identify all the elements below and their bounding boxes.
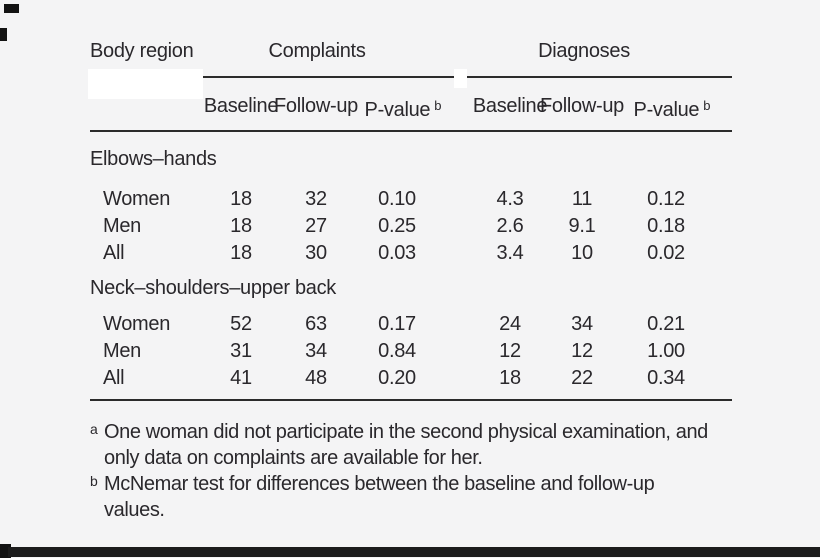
cell-diagnoses-followup: 12 xyxy=(571,340,593,362)
subheader-diagnoses-pvalue: P-value b xyxy=(634,94,711,122)
cell-diagnoses-baseline: 12 xyxy=(499,340,521,362)
scan-artifact-top-left xyxy=(4,4,19,13)
white-patch-rule-gap xyxy=(454,69,467,88)
cell-complaints-followup: 27 xyxy=(305,215,327,237)
cell-complaints-followup: 34 xyxy=(305,340,327,362)
cell-complaints-baseline: 18 xyxy=(230,242,252,264)
subheader-complaints-baseline: Baseline xyxy=(203,95,279,117)
cell-complaints-baseline: 31 xyxy=(230,340,252,362)
table-bottom-rule xyxy=(90,399,732,401)
cell-diagnoses-baseline: 24 xyxy=(499,313,521,335)
subheader-diagnoses-baseline: Baseline xyxy=(472,95,548,117)
row-label: Men xyxy=(103,215,142,237)
table-row: Men 31 34 0.84 12 12 1.00 xyxy=(0,339,820,365)
cell-complaints-baseline: 52 xyxy=(230,313,252,335)
scan-artifact-left-edge xyxy=(0,28,7,41)
footnote-b-line2: values. xyxy=(104,499,165,521)
section-label-elbows-hands: Elbows–hands xyxy=(90,148,217,170)
cell-diagnoses-pvalue: 0.21 xyxy=(647,313,685,335)
footnote-marker-a: a xyxy=(90,421,98,437)
cell-diagnoses-followup: 10 xyxy=(571,242,593,264)
cell-complaints-followup: 48 xyxy=(305,367,327,389)
subheader-pvalue-label: P-value xyxy=(364,99,431,121)
group-header-diagnoses: Diagnoses xyxy=(538,40,630,62)
row-label: Men xyxy=(103,340,142,362)
table-row: Women 18 32 0.10 4.3 11 0.12 xyxy=(0,187,820,213)
cell-diagnoses-pvalue: 0.34 xyxy=(647,367,685,389)
cell-diagnoses-baseline: 18 xyxy=(499,367,521,389)
scan-artifact-bottom-bar xyxy=(8,547,820,557)
subheader-diagnoses-followup: Follow-up xyxy=(540,95,624,117)
column-header-body-region: Body region xyxy=(90,40,194,62)
cell-diagnoses-pvalue: 0.02 xyxy=(647,242,685,264)
cell-complaints-pvalue: 0.84 xyxy=(378,340,416,362)
cell-diagnoses-followup: 9.1 xyxy=(568,215,596,237)
cell-diagnoses-baseline: 3.4 xyxy=(496,242,524,264)
row-label: All xyxy=(103,367,125,389)
row-label: Women xyxy=(103,188,171,210)
cell-complaints-pvalue: 0.10 xyxy=(378,188,416,210)
scan-artifact-bottom-left xyxy=(0,544,11,558)
cell-diagnoses-pvalue: 1.00 xyxy=(647,340,685,362)
cell-diagnoses-followup: 34 xyxy=(571,313,593,335)
subheader-complaints-pvalue: P-value b xyxy=(365,94,442,122)
cell-complaints-pvalue: 0.17 xyxy=(378,313,416,335)
subheader-complaints-followup: Follow-up xyxy=(274,95,358,117)
cell-diagnoses-followup: 11 xyxy=(571,188,593,210)
cell-complaints-baseline: 18 xyxy=(230,188,252,210)
row-label: Women xyxy=(103,313,171,335)
table-row: Women 52 63 0.17 24 34 0.21 xyxy=(0,312,820,338)
cell-complaints-pvalue: 0.20 xyxy=(378,367,416,389)
footnote-b-line1: McNemar test for differences between the… xyxy=(104,473,655,495)
group-header-rule xyxy=(203,76,732,78)
cell-diagnoses-followup: 22 xyxy=(571,367,593,389)
footnote-a-line2: only data on complaints are available fo… xyxy=(104,447,483,469)
footnote-marker-b-ref: b xyxy=(703,98,711,113)
table-row: All 18 30 0.03 3.4 10 0.02 xyxy=(0,241,820,267)
row-label: All xyxy=(103,242,125,264)
cell-diagnoses-baseline: 4.3 xyxy=(496,188,524,210)
table-row: Men 18 27 0.25 2.6 9.1 0.18 xyxy=(0,214,820,240)
cell-complaints-baseline: 41 xyxy=(230,367,252,389)
subheader-rule xyxy=(90,130,732,132)
footnote-a-line1: One woman did not participate in the sec… xyxy=(104,421,708,443)
cell-complaints-followup: 63 xyxy=(305,313,327,335)
cell-diagnoses-baseline: 2.6 xyxy=(496,215,524,237)
group-header-complaints: Complaints xyxy=(268,40,366,62)
footnote-marker-b-ref: b xyxy=(434,98,442,113)
cell-complaints-baseline: 18 xyxy=(230,215,252,237)
cell-diagnoses-pvalue: 0.18 xyxy=(647,215,685,237)
cell-diagnoses-pvalue: 0.12 xyxy=(647,188,685,210)
white-patch-body-region xyxy=(88,69,203,99)
cell-complaints-followup: 30 xyxy=(305,242,327,264)
table-row: All 41 48 0.20 18 22 0.34 xyxy=(0,366,820,392)
footnote-marker-b: b xyxy=(90,473,98,489)
section-label-neck-shoulders-upper-back: Neck–shoulders–upper back xyxy=(90,277,336,299)
subheader-pvalue-label: P-value xyxy=(633,99,700,121)
cell-complaints-pvalue: 0.03 xyxy=(378,242,416,264)
cell-complaints-followup: 32 xyxy=(305,188,327,210)
cell-complaints-pvalue: 0.25 xyxy=(378,215,416,237)
